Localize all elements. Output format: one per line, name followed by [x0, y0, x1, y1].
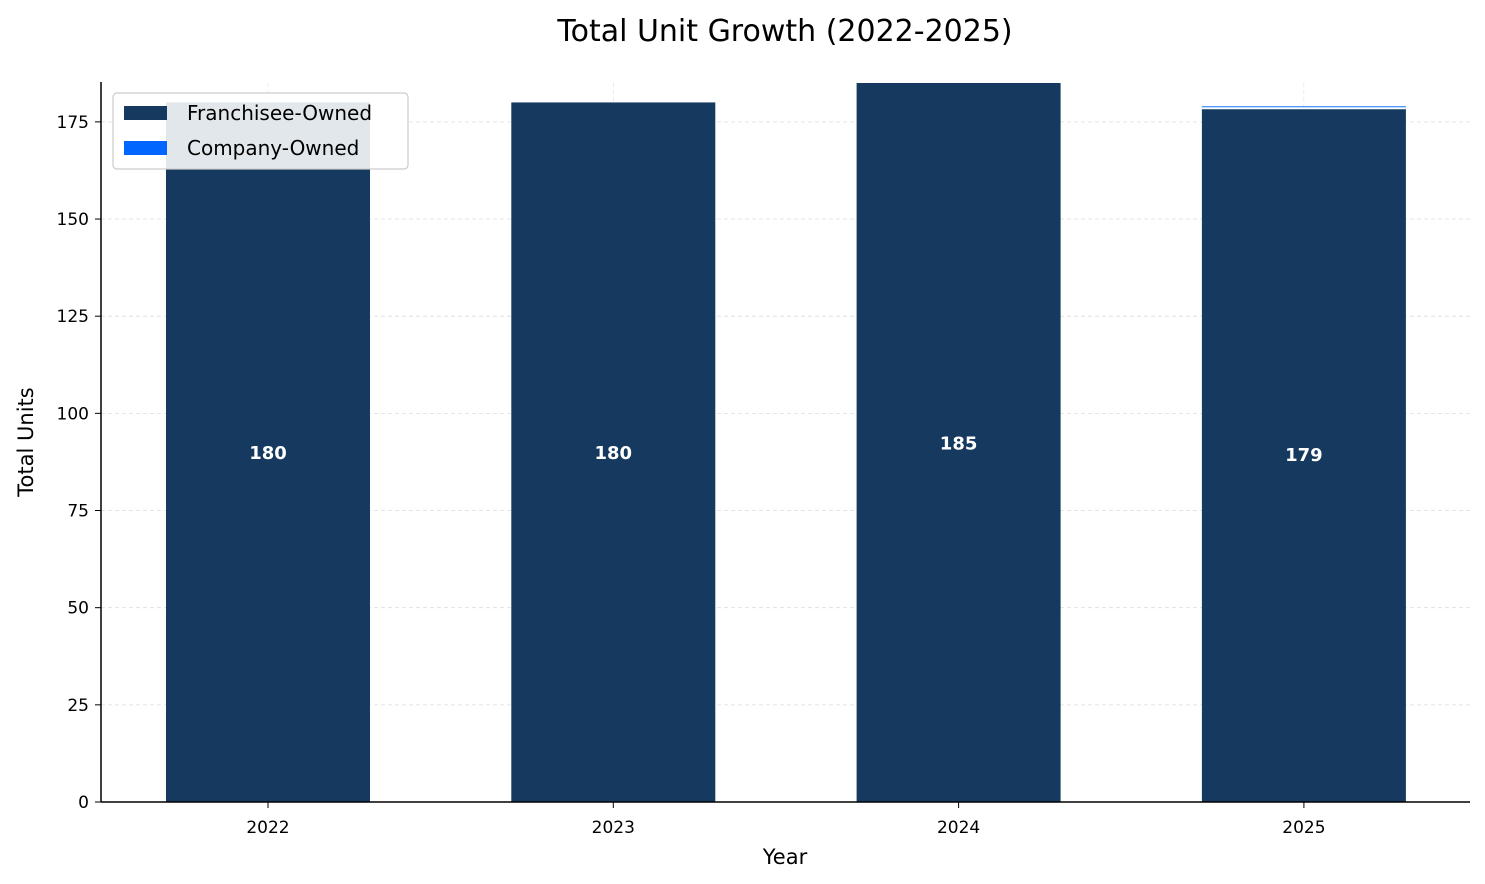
y-tick-label: 50 — [67, 599, 89, 619]
bar-total-label: 180 — [595, 443, 633, 464]
y-tick-label: 25 — [67, 696, 89, 716]
bar-labels: 180 180 185 179 — [249, 434, 1322, 467]
y-tick-label: 175 — [57, 113, 89, 133]
chart-title: Total Unit Growth (2022-2025) — [556, 14, 1012, 49]
y-tick-label: 100 — [57, 404, 89, 424]
legend: Franchisee-Owned Company-Owned — [112, 92, 409, 170]
bar-franchisee-owned — [1201, 108, 1406, 803]
ticks: 0 25 50 75 100 125 150 175 2022 2023 2024 2025 — [57, 113, 1326, 838]
legend-swatch-company-owned — [124, 141, 167, 155]
legend-swatch-franchisee-owned — [124, 106, 167, 120]
bar-total-label: 185 — [940, 434, 978, 455]
legend-frame — [112, 92, 409, 170]
bar-total-label: 180 — [249, 443, 287, 464]
y-tick-label: 150 — [57, 210, 89, 230]
x-tick-label: 2024 — [937, 818, 980, 838]
x-tick-label: 2025 — [1282, 818, 1325, 838]
legend-label: Company-Owned — [187, 136, 359, 160]
bar-total-label: 179 — [1285, 445, 1323, 466]
y-tick-label: 75 — [67, 502, 89, 522]
bars — [166, 83, 1406, 803]
bar-franchisee-owned — [511, 102, 716, 802]
x-axis-label: Year — [762, 845, 808, 869]
legend-label: Franchisee-Owned — [187, 101, 372, 125]
x-tick-label: 2022 — [246, 818, 289, 838]
y-tick-label: 125 — [57, 307, 89, 327]
y-axis-label: Total Units — [14, 387, 38, 497]
y-tick-label: 0 — [78, 793, 89, 813]
bar-franchisee-owned — [166, 102, 370, 802]
axes — [100, 82, 1470, 803]
bar-franchisee-owned — [856, 83, 1061, 802]
x-tick-label: 2023 — [592, 818, 635, 838]
